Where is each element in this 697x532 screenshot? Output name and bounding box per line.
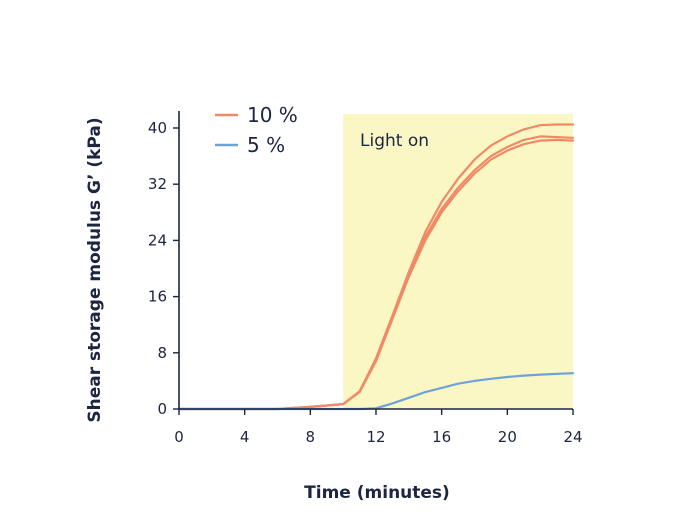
x-tick-label: 20 [498,428,517,446]
light-on-shade [343,114,573,409]
legend-label: 10 % [247,103,298,127]
x-tick-label: 16 [432,428,451,446]
plot-lines [177,123,575,411]
series-line-5pct [177,372,575,411]
legend: 10 % 5 % [215,103,298,157]
x-axis-title: Time (minutes) [304,483,450,503]
x-tick-label: 8 [306,428,316,446]
y-tick-label: 16 [148,288,167,306]
x-tick-label: 12 [366,428,385,446]
y-tick-label: 32 [148,175,167,193]
x-tick-label: 4 [240,428,250,446]
y-axis-title: Shear storage modulus G’ (kPa) [85,117,105,422]
y-tick-label: 8 [157,344,167,362]
tick-labels: 0 8 16 24 32 40 0 4 8 12 16 20 24 [148,119,583,446]
light-on-label: Light on [360,131,429,151]
y-tick-label: 24 [148,231,167,249]
legend-label: 5 % [247,133,285,157]
x-tick-label: 24 [563,428,582,446]
series-line-10pct-3 [177,138,575,411]
y-tick-label: 40 [148,119,167,137]
x-tick-label: 0 [174,428,184,446]
y-tick-label: 0 [157,400,167,418]
light-on-region [343,114,573,409]
